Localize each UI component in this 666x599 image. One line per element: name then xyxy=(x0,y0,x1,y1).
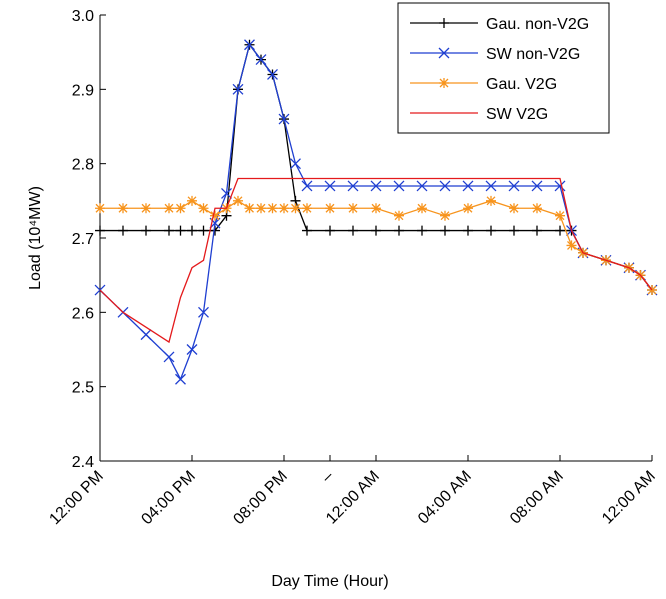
marker xyxy=(463,203,473,214)
marker xyxy=(394,210,404,221)
marker xyxy=(301,180,313,192)
marker xyxy=(348,203,358,214)
marker xyxy=(267,203,278,214)
marker xyxy=(175,203,186,214)
marker xyxy=(371,203,381,214)
x-tick-label: 08:00 AM xyxy=(507,468,567,528)
marker xyxy=(566,240,577,251)
y-tick-label: 2.5 xyxy=(72,380,94,397)
marker xyxy=(554,180,566,192)
marker xyxy=(302,225,312,236)
x-tick-label: 12:00 PM xyxy=(46,468,106,528)
marker xyxy=(118,225,128,236)
marker xyxy=(462,180,474,192)
marker xyxy=(290,203,301,214)
legend-label: SW V2G xyxy=(486,106,548,123)
marker xyxy=(244,203,255,214)
marker xyxy=(486,195,496,206)
y-tick-label: 2.9 xyxy=(72,82,94,99)
marker xyxy=(532,203,542,214)
x-tick-label: – xyxy=(319,468,337,486)
marker xyxy=(198,203,209,214)
marker xyxy=(555,225,565,236)
marker xyxy=(164,203,174,214)
marker xyxy=(417,203,427,214)
legend: Gau. non-V2G SW non-V2G Gau. V2G SW V2G xyxy=(397,2,610,134)
marker xyxy=(486,225,496,236)
marker xyxy=(140,329,152,341)
marker xyxy=(393,180,405,192)
marker xyxy=(439,78,449,88)
marker xyxy=(440,210,450,221)
x-tick-label: 08:00 PM xyxy=(230,468,290,528)
marker xyxy=(370,180,382,192)
marker xyxy=(198,225,209,236)
marker xyxy=(95,225,105,236)
marker xyxy=(347,180,359,192)
marker xyxy=(221,187,232,199)
marker xyxy=(198,306,209,318)
marker xyxy=(485,180,497,192)
x-tick-label: 12:00 AM xyxy=(599,468,659,528)
marker xyxy=(509,203,519,214)
marker xyxy=(187,225,197,236)
marker xyxy=(555,210,565,221)
y-axis-label: Load (10⁴MW) xyxy=(27,186,44,290)
marker xyxy=(186,344,198,355)
y-tick-label: 2.8 xyxy=(72,157,94,174)
marker xyxy=(255,54,267,66)
marker xyxy=(256,203,266,214)
marker xyxy=(163,351,175,363)
marker xyxy=(531,180,543,192)
marker xyxy=(95,203,105,214)
marker xyxy=(175,373,186,385)
marker xyxy=(187,195,197,206)
marker xyxy=(324,180,336,192)
marker xyxy=(164,225,174,236)
y-tick-label: 2.4 xyxy=(72,454,94,471)
marker xyxy=(118,203,128,214)
marker xyxy=(509,225,519,236)
marker xyxy=(279,203,289,214)
marker xyxy=(175,225,186,236)
x-tick-label: 04:00 PM xyxy=(138,468,198,528)
marker xyxy=(244,39,255,51)
marker xyxy=(508,180,520,192)
y-tick-label: 2.7 xyxy=(72,231,94,248)
marker xyxy=(267,69,278,80)
x-tick-label: 04:00 AM xyxy=(415,468,475,528)
marker xyxy=(325,225,335,236)
marker xyxy=(439,180,451,192)
marker xyxy=(532,225,542,236)
marker xyxy=(141,225,151,236)
marker xyxy=(302,203,312,214)
marker xyxy=(210,210,220,221)
y-tick-label: 2.6 xyxy=(72,305,94,322)
legend-label: Gau. V2G xyxy=(486,76,557,93)
marker xyxy=(440,225,450,236)
marker xyxy=(417,225,427,236)
marker xyxy=(371,225,381,236)
marker xyxy=(278,113,290,125)
marker xyxy=(325,203,335,214)
marker xyxy=(394,225,404,236)
marker xyxy=(438,47,450,59)
legend-label: Gau. non-V2G xyxy=(486,16,589,33)
marker xyxy=(416,180,428,192)
y-tick-label: 3.0 xyxy=(72,8,94,25)
marker xyxy=(439,18,449,28)
marker xyxy=(348,225,358,236)
legend-label: SW non-V2G xyxy=(486,46,580,63)
marker xyxy=(141,203,151,214)
legend-box xyxy=(397,2,610,134)
series-line xyxy=(99,177,653,344)
marker xyxy=(463,225,473,236)
x-axis-label: Day Time (Hour) xyxy=(271,573,388,590)
marker xyxy=(233,195,243,206)
marker xyxy=(232,83,244,95)
marker xyxy=(290,158,301,170)
